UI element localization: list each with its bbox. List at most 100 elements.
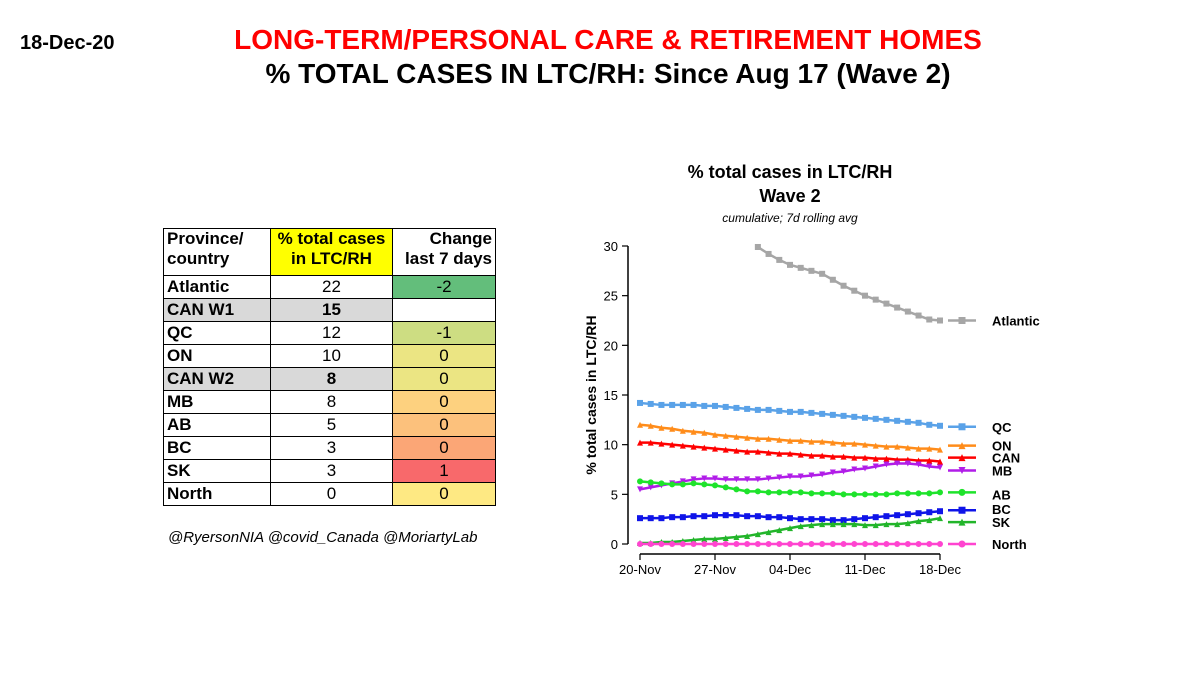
data-point	[915, 312, 922, 319]
header-change-line2: last 7 days	[405, 249, 492, 268]
table-row: CAN W1 15	[163, 298, 496, 322]
data-point	[765, 435, 772, 442]
data-point	[958, 466, 966, 474]
data-point	[926, 463, 933, 470]
data-point	[819, 438, 826, 445]
header-province-line1: Province/	[167, 229, 244, 248]
data-point	[862, 292, 868, 299]
data-point	[754, 531, 761, 538]
data-point	[754, 406, 761, 413]
data-point	[733, 476, 740, 483]
data-point	[690, 476, 697, 483]
data-point	[744, 513, 751, 520]
data-point	[840, 521, 847, 528]
data-point	[958, 488, 966, 496]
data-point	[840, 282, 847, 289]
x-tick-label: 27-Nov	[694, 562, 736, 577]
data-point	[904, 460, 911, 467]
data-point	[754, 448, 761, 455]
table-header-row: Province/ country % total cases in LTC/R…	[163, 228, 496, 276]
data-point	[894, 443, 901, 450]
y-tick-label: 30	[604, 239, 618, 254]
data-point	[669, 425, 676, 432]
data-point	[894, 460, 901, 467]
percent-cell: 8	[270, 390, 393, 414]
data-point	[744, 448, 751, 455]
data-point	[808, 490, 815, 497]
credit-line: @RyersonNIA @covid_Canada @MoriartyLab	[168, 529, 478, 546]
header-percent-line2: in LTC/RH	[291, 249, 372, 268]
data-point	[851, 287, 858, 294]
table-row: SK 3 1	[163, 459, 496, 483]
change-cell: 0	[392, 482, 496, 506]
table-row: AB 5 0	[163, 413, 496, 437]
data-point	[862, 491, 868, 498]
data-point	[894, 541, 901, 547]
province-table: Province/ country % total cases in LTC/R…	[163, 228, 496, 506]
data-point	[637, 515, 643, 522]
data-point	[883, 491, 890, 498]
data-point	[937, 541, 943, 547]
header-change-line1: Change	[429, 229, 492, 248]
data-point	[797, 523, 804, 530]
data-point	[765, 541, 772, 547]
legend-label-mb: MB	[992, 463, 1012, 478]
data-point	[787, 473, 793, 480]
data-point	[733, 541, 740, 547]
data-point	[829, 439, 836, 446]
header-province-line2: country	[167, 249, 230, 268]
data-point	[829, 490, 836, 497]
province-name: CAN W1	[163, 298, 271, 322]
data-point	[647, 439, 654, 446]
data-point	[851, 516, 858, 523]
data-point	[851, 541, 858, 547]
change-cell	[392, 298, 496, 322]
data-point	[712, 482, 718, 489]
data-point	[776, 489, 783, 496]
data-point	[776, 407, 783, 414]
data-point	[937, 317, 943, 324]
data-point	[647, 422, 654, 429]
data-point	[819, 270, 826, 277]
percent-cell: 0	[270, 482, 393, 506]
data-point	[862, 541, 868, 547]
data-point	[733, 486, 740, 493]
data-point	[690, 541, 697, 547]
data-point	[679, 401, 686, 408]
province-name: QC	[163, 321, 271, 345]
data-point	[937, 422, 943, 429]
data-point	[819, 541, 826, 547]
data-point	[915, 510, 922, 517]
data-point	[797, 489, 804, 496]
data-point	[829, 517, 836, 524]
data-point	[926, 517, 933, 524]
data-point	[701, 541, 708, 547]
data-point	[690, 401, 697, 408]
data-point	[744, 434, 751, 441]
data-point	[840, 440, 847, 447]
data-point	[754, 476, 761, 483]
x-tick-label: 04-Dec	[769, 562, 811, 577]
header-change: Change last 7 days	[392, 228, 496, 276]
legend-label-on: ON	[992, 439, 1012, 454]
data-point	[679, 442, 686, 449]
x-tick-label: 11-Dec	[845, 562, 886, 577]
data-point	[904, 520, 911, 527]
legend-label-atlantic: Atlantic	[992, 314, 1040, 329]
data-point	[926, 445, 933, 452]
data-point	[851, 454, 858, 461]
data-point	[872, 491, 879, 498]
data-point	[669, 541, 676, 547]
data-point	[958, 454, 966, 462]
data-point	[776, 527, 783, 534]
data-point	[797, 408, 804, 415]
province-name: BC	[163, 436, 271, 460]
data-point	[701, 429, 708, 436]
data-point	[915, 445, 922, 452]
data-point	[894, 490, 901, 497]
data-point	[872, 463, 879, 470]
data-point	[712, 445, 718, 452]
data-point	[744, 476, 751, 483]
data-point	[712, 512, 718, 519]
data-point	[722, 476, 729, 483]
